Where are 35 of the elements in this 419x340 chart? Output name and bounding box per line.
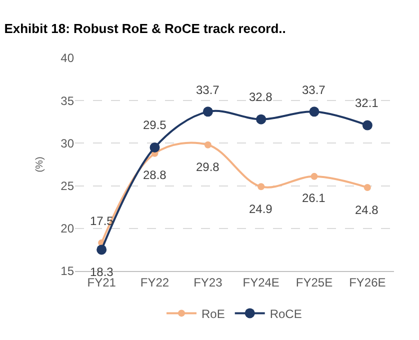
point bbox=[309, 106, 320, 117]
data-label: 32.8 bbox=[249, 90, 273, 104]
point bbox=[256, 114, 266, 124]
data-label: 28.8 bbox=[143, 168, 167, 182]
y-tick-label: 35 bbox=[60, 94, 74, 108]
point bbox=[310, 172, 318, 180]
y-tick-label: 20 bbox=[60, 222, 74, 236]
point bbox=[150, 142, 160, 152]
y-tick-label: 15 bbox=[60, 264, 74, 278]
point bbox=[96, 244, 107, 255]
data-label: 26.1 bbox=[302, 191, 326, 205]
point bbox=[364, 184, 371, 191]
point bbox=[258, 183, 265, 190]
data-label: 32.1 bbox=[355, 96, 379, 110]
x-tick-label: FY23 bbox=[194, 275, 223, 290]
y-axis-title: (%) bbox=[34, 156, 46, 172]
data-label: 33.7 bbox=[302, 83, 326, 97]
x-tick-label: FY22 bbox=[140, 275, 170, 290]
point bbox=[362, 120, 372, 130]
chart-title: Exhibit 18: Robust RoE & RoCE track record.. bbox=[4, 20, 286, 36]
legend-label: RoCE bbox=[270, 306, 302, 321]
data-label: 29.5 bbox=[143, 118, 167, 132]
legend-label: RoE bbox=[202, 306, 225, 321]
y-tick-label: 40 bbox=[60, 51, 74, 66]
data-label: 24.9 bbox=[249, 202, 273, 216]
x-tick-label: FY25E bbox=[296, 275, 333, 290]
data-label: 29.8 bbox=[196, 160, 220, 174]
y-tick-label: 25 bbox=[60, 179, 74, 193]
x-tick-label: FY26E bbox=[349, 275, 386, 290]
point bbox=[204, 141, 212, 148]
point bbox=[202, 106, 213, 117]
data-label: 24.8 bbox=[355, 203, 379, 217]
y-tick-label: 30 bbox=[60, 136, 74, 150]
data-label: 33.7 bbox=[196, 83, 220, 97]
x-tick-label: FY24E bbox=[242, 275, 280, 290]
